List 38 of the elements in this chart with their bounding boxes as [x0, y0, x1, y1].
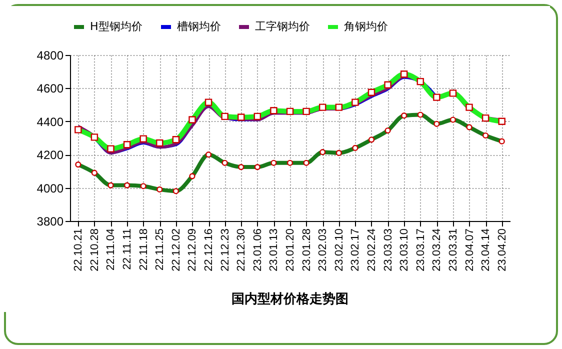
legend-label: H型钢均价	[90, 20, 142, 33]
x-tick-label: 23.04.07	[464, 228, 476, 272]
x-tick-label: 23.03.10	[398, 228, 411, 272]
text: 国内型材价格走势图	[232, 290, 348, 307]
legend-label: 槽钢均价	[177, 20, 221, 33]
x-tick-label: 23.02.17	[350, 228, 362, 272]
x-tick-label: 23.01.06	[252, 228, 264, 272]
y-tick-label: 4000	[36, 181, 64, 196]
x-tick-label: 23.01.13	[268, 228, 280, 272]
x-tick-label: 23.02.24	[366, 228, 378, 272]
x-tick-label: 22.11.18	[138, 228, 150, 271]
x-tick-label: 22.12.02	[170, 228, 182, 272]
y-tick-label: 4600	[36, 82, 64, 96]
x-tick-label: 23.04.14	[480, 228, 492, 272]
x-tick-label: 23.03.24	[431, 228, 444, 272]
legend-label: 工字钢均价	[255, 20, 310, 33]
x-tick-label: 22.12.23	[219, 228, 232, 272]
x-tick-label: 22.10.21	[72, 228, 85, 272]
x-tick-label: 23.02.03	[317, 228, 330, 272]
x-tick-label: 23.03.17	[414, 228, 427, 272]
y-tick-label: 4200	[36, 148, 64, 162]
x-tick-label: 22.11.04	[105, 228, 118, 271]
y-tick-label: 4400	[36, 114, 64, 129]
x-tick-label: 23.03.31	[447, 228, 460, 272]
y-tick-label: 3800	[36, 214, 64, 228]
x-tick-label: 22.12.09	[186, 228, 199, 272]
x-tick-label: 22.11.25	[154, 228, 166, 271]
x-tick-label: 22.10.28	[88, 228, 101, 272]
x-tick-label: 23.01.28	[300, 228, 313, 272]
y-tick-label: 4800	[36, 48, 64, 62]
x-tick-label: 22.12.16	[203, 228, 216, 272]
x-tick-label: 23.01.20	[284, 228, 296, 272]
x-tick-label: 23.02.10	[333, 228, 346, 272]
legend-label: 角钢均价	[344, 20, 388, 33]
x-tick-label: 22.11.11	[122, 228, 134, 270]
x-tick-label: 23.04.20	[496, 228, 508, 272]
x-tick-label: 22.12.30	[236, 228, 248, 272]
x-tick-label: 23.03.03	[382, 228, 394, 272]
